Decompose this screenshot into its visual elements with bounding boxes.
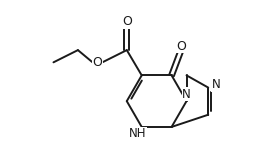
Text: O: O bbox=[176, 40, 186, 53]
Text: N: N bbox=[212, 78, 220, 91]
Text: N: N bbox=[182, 88, 191, 101]
Text: O: O bbox=[93, 56, 102, 69]
Text: NH: NH bbox=[129, 127, 147, 140]
Text: O: O bbox=[122, 15, 132, 28]
